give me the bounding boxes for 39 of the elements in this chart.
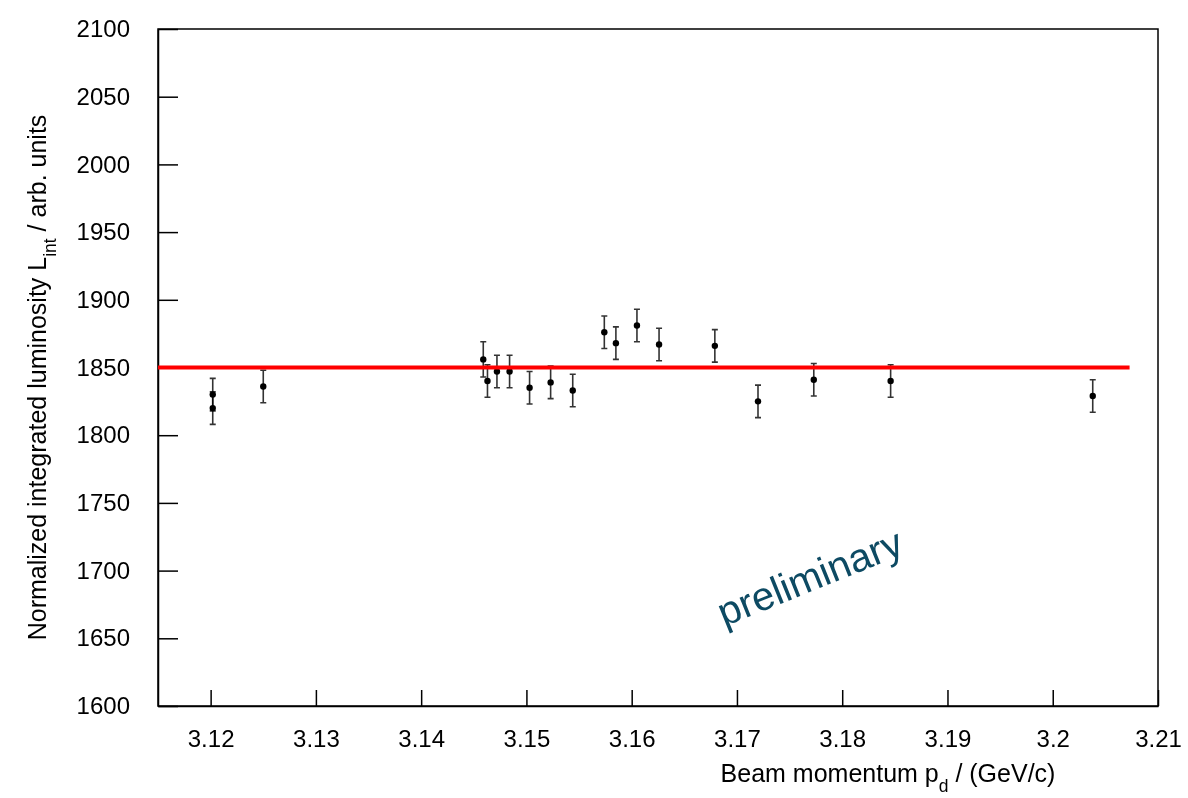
point <box>633 322 641 329</box>
point <box>209 391 216 398</box>
point <box>260 383 267 390</box>
point <box>484 377 491 385</box>
point <box>601 329 608 336</box>
point <box>810 376 817 383</box>
point <box>711 342 719 350</box>
x-tick-label: 3.2 <box>1036 725 1070 753</box>
x-tick-label: 3.21 <box>1135 725 1182 753</box>
x-tick-label: 3.15 <box>503 725 551 753</box>
y-tick-label: 1700 <box>76 556 130 584</box>
y-tick-label: 1800 <box>76 421 130 449</box>
x-tick-label: 3.17 <box>714 725 761 753</box>
x-axis-title: Beam momentum p$_{d}$ / (GeV/c) <box>720 759 1056 796</box>
point <box>526 384 533 392</box>
y-tick-label: 1600 <box>76 692 130 720</box>
point <box>612 339 620 347</box>
x-tick-label: 3.14 <box>398 725 446 753</box>
point <box>887 377 894 385</box>
y-tick-label: 1750 <box>76 489 130 517</box>
y-tick-label: 2000 <box>76 150 130 178</box>
x-tick-label: 3.19 <box>924 725 972 753</box>
point <box>655 341 663 348</box>
y-tick-label: 1900 <box>76 285 130 313</box>
point <box>209 404 216 412</box>
y-tick-label: 2050 <box>76 82 130 110</box>
x-tick-label: 3.16 <box>608 725 656 753</box>
point <box>569 387 576 394</box>
point <box>547 379 554 386</box>
point <box>1089 392 1096 400</box>
x-tick-label: 3.13 <box>293 725 340 753</box>
y-tick-label: 1850 <box>76 353 130 381</box>
point <box>754 398 762 405</box>
x-tick-label: 3.18 <box>819 725 867 753</box>
x-tick-label: 3.12 <box>187 725 235 753</box>
y-tick-label: 1650 <box>76 624 130 652</box>
y-tick-label: 2100 <box>76 15 130 43</box>
point <box>480 356 487 363</box>
y-tick-label: 1950 <box>76 218 130 246</box>
